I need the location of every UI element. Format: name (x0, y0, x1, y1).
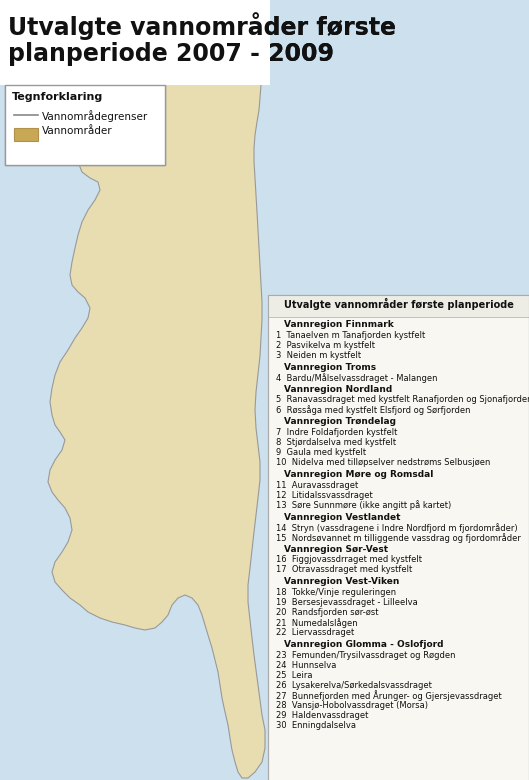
Text: 24  Hunnselva: 24 Hunnselva (276, 661, 336, 669)
Text: 6  Røssåga med kystfelt Elsfjord og Sørfjorden: 6 Røssåga med kystfelt Elsfjord og Sørfj… (276, 406, 470, 416)
Text: 7  Indre Foldafjorden kystfelt: 7 Indre Foldafjorden kystfelt (276, 428, 397, 437)
Bar (0, 0, 270, 85)
Bar (5, 85, 165, 165)
Text: Vannregion Vest-Viken: Vannregion Vest-Viken (284, 577, 399, 587)
Text: Vannregion Vestlandet: Vannregion Vestlandet (284, 512, 400, 522)
Text: Vannregion Finnmark: Vannregion Finnmark (284, 320, 394, 329)
Text: planperiode 2007 - 2009: planperiode 2007 - 2009 (8, 42, 334, 66)
Text: 5  Ranavassdraget med kystfelt Ranafjorden og Sjonafjorden: 5 Ranavassdraget med kystfelt Ranafjorde… (276, 395, 529, 405)
Text: 19  Bersesjevassdraget - Lilleelva: 19 Bersesjevassdraget - Lilleelva (276, 598, 418, 607)
Text: Vannområder: Vannområder (42, 126, 113, 136)
Text: 10  Nidelva med tilløpselver nedstrøms Selbusjøen: 10 Nidelva med tilløpselver nedstrøms Se… (276, 458, 490, 467)
Text: Utvalgte vannområder første planperiode: Utvalgte vannområder første planperiode (284, 298, 514, 310)
Text: Vannområdegrenser: Vannområdegrenser (42, 110, 148, 122)
Text: planperiode 2007 - 2009: planperiode 2007 - 2009 (8, 42, 334, 66)
Text: Vannregion Trøndelag: Vannregion Trøndelag (284, 417, 396, 427)
Bar (5, 85, 165, 165)
Text: 21  Numedalslågen: 21 Numedalslågen (276, 618, 358, 628)
Text: Vannområdegrenser: Vannområdegrenser (42, 110, 148, 122)
Text: Vannregion Sør-Vest: Vannregion Sør-Vest (284, 545, 388, 554)
Bar (268, 295, 529, 780)
Text: 22  Liervassdraget: 22 Liervassdraget (276, 628, 354, 637)
Text: Vannområder: Vannområder (42, 126, 113, 136)
Text: 16  Figgjovassdrraget med kystfelt: 16 Figgjovassdrraget med kystfelt (276, 555, 422, 565)
Bar (5, 85, 165, 165)
Text: 4  Bardu/Målselvassdraget - Malangen: 4 Bardu/Målselvassdraget - Malangen (276, 373, 437, 383)
Text: 20  Randsfjorden sør-øst: 20 Randsfjorden sør-øst (276, 608, 379, 617)
Text: Tegnforklaring: Tegnforklaring (12, 92, 103, 102)
Bar (268, 295, 529, 317)
Text: 3  Neiden m kystfelt: 3 Neiden m kystfelt (276, 350, 361, 360)
Text: 11  Auravassdraget: 11 Auravassdraget (276, 480, 358, 490)
Text: 27  Bunnefjorden med Årunger- og Gjersjevassdraget: 27 Bunnefjorden med Årunger- og Gjersjev… (276, 690, 501, 701)
Text: 12  Litidalssvassdraget: 12 Litidalssvassdraget (276, 491, 373, 499)
Text: Utvalgte vannområder første: Utvalgte vannområder første (8, 12, 396, 40)
Text: 2  Pasvikelva m kystfelt: 2 Pasvikelva m kystfelt (276, 341, 375, 349)
Text: 26  Lysakerelva/Sørkedalsvassdraget: 26 Lysakerelva/Sørkedalsvassdraget (276, 680, 432, 690)
Text: 8  Stjørdalselva med kystfelt: 8 Stjørdalselva med kystfelt (276, 438, 396, 447)
Text: 13  Søre Sunnmøre (ikke angitt på kartet): 13 Søre Sunnmøre (ikke angitt på kartet) (276, 501, 451, 510)
Text: 15  Nordsøvannet m tilliggende vassdrag og fjordområder: 15 Nordsøvannet m tilliggende vassdrag o… (276, 533, 521, 543)
Text: 9  Gaula med kystfelt: 9 Gaula med kystfelt (276, 448, 366, 457)
Text: Vannregion Glomma - Oslofjord: Vannregion Glomma - Oslofjord (284, 640, 443, 649)
Text: Utvalgte vannområder første: Utvalgte vannområder første (8, 12, 396, 40)
Text: 14  Stryn (vassdragene i Indre Nordfjord m fjordområder): 14 Stryn (vassdragene i Indre Nordfjord … (276, 523, 517, 533)
Text: Vannregion Troms: Vannregion Troms (284, 363, 376, 371)
Text: 25  Leira: 25 Leira (276, 671, 313, 679)
Text: 17  Otravassdraget med kystfelt: 17 Otravassdraget med kystfelt (276, 566, 412, 575)
Bar (14, 128, 38, 141)
Text: 30  Enningdalselva: 30 Enningdalselva (276, 721, 356, 729)
Text: Vannregion Møre og Romsdal: Vannregion Møre og Romsdal (284, 470, 433, 479)
Text: 28  Vansjø-Hobolvassdraget (Morsa): 28 Vansjø-Hobolvassdraget (Morsa) (276, 700, 428, 710)
Text: 1  Tanaelven m Tanafjorden kystfelt: 1 Tanaelven m Tanafjorden kystfelt (276, 331, 425, 339)
Text: 29  Haldenvassdraget: 29 Haldenvassdraget (276, 711, 368, 719)
Text: 18  Tokke/Vinje reguleringen: 18 Tokke/Vinje reguleringen (276, 588, 396, 597)
Polygon shape (48, 65, 265, 778)
Text: Vannregion Nordland: Vannregion Nordland (284, 385, 392, 394)
Bar (268, 295, 529, 780)
Bar (0, 0, 270, 85)
Bar (14, 128, 38, 141)
Text: Tegnforklaring: Tegnforklaring (12, 92, 103, 102)
Text: 23  Femunden/Trysilvassdraget og Røgden: 23 Femunden/Trysilvassdraget og Røgden (276, 651, 455, 660)
